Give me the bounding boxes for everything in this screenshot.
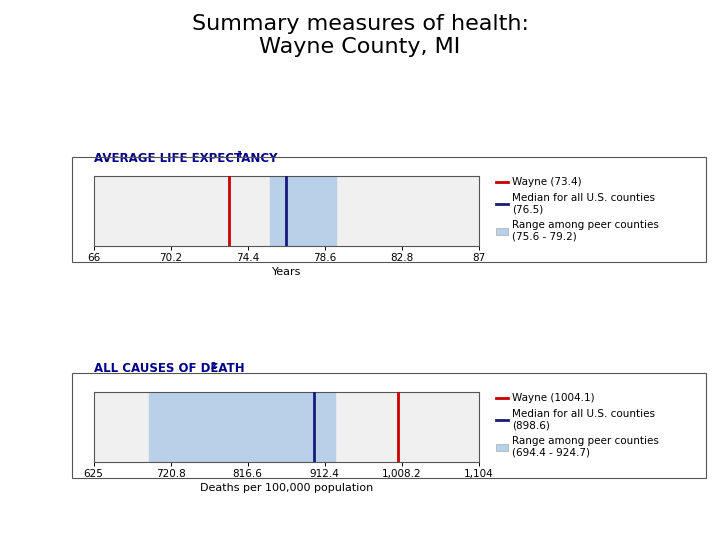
- Text: AVERAGE LIFE EXPECTANCY: AVERAGE LIFE EXPECTANCY: [94, 152, 277, 165]
- Text: 1: 1: [236, 151, 242, 160]
- Text: Summary measures of health:
Wayne County, MI: Summary measures of health: Wayne County…: [192, 14, 528, 57]
- X-axis label: Deaths per 100,000 population: Deaths per 100,000 population: [199, 483, 373, 493]
- Bar: [270, 176, 336, 246]
- Text: ALL CAUSES OF DEATH: ALL CAUSES OF DEATH: [94, 362, 244, 375]
- Legend: Wayne (1004.1), Median for all U.S. counties
(898.6), Range among peer counties
: Wayne (1004.1), Median for all U.S. coun…: [495, 393, 659, 458]
- Bar: [150, 392, 335, 462]
- X-axis label: Years: Years: [271, 267, 301, 277]
- Text: 2: 2: [210, 362, 216, 371]
- Legend: Wayne (73.4), Median for all U.S. counties
(76.5), Range among peer counties
(75: Wayne (73.4), Median for all U.S. counti…: [495, 177, 659, 242]
